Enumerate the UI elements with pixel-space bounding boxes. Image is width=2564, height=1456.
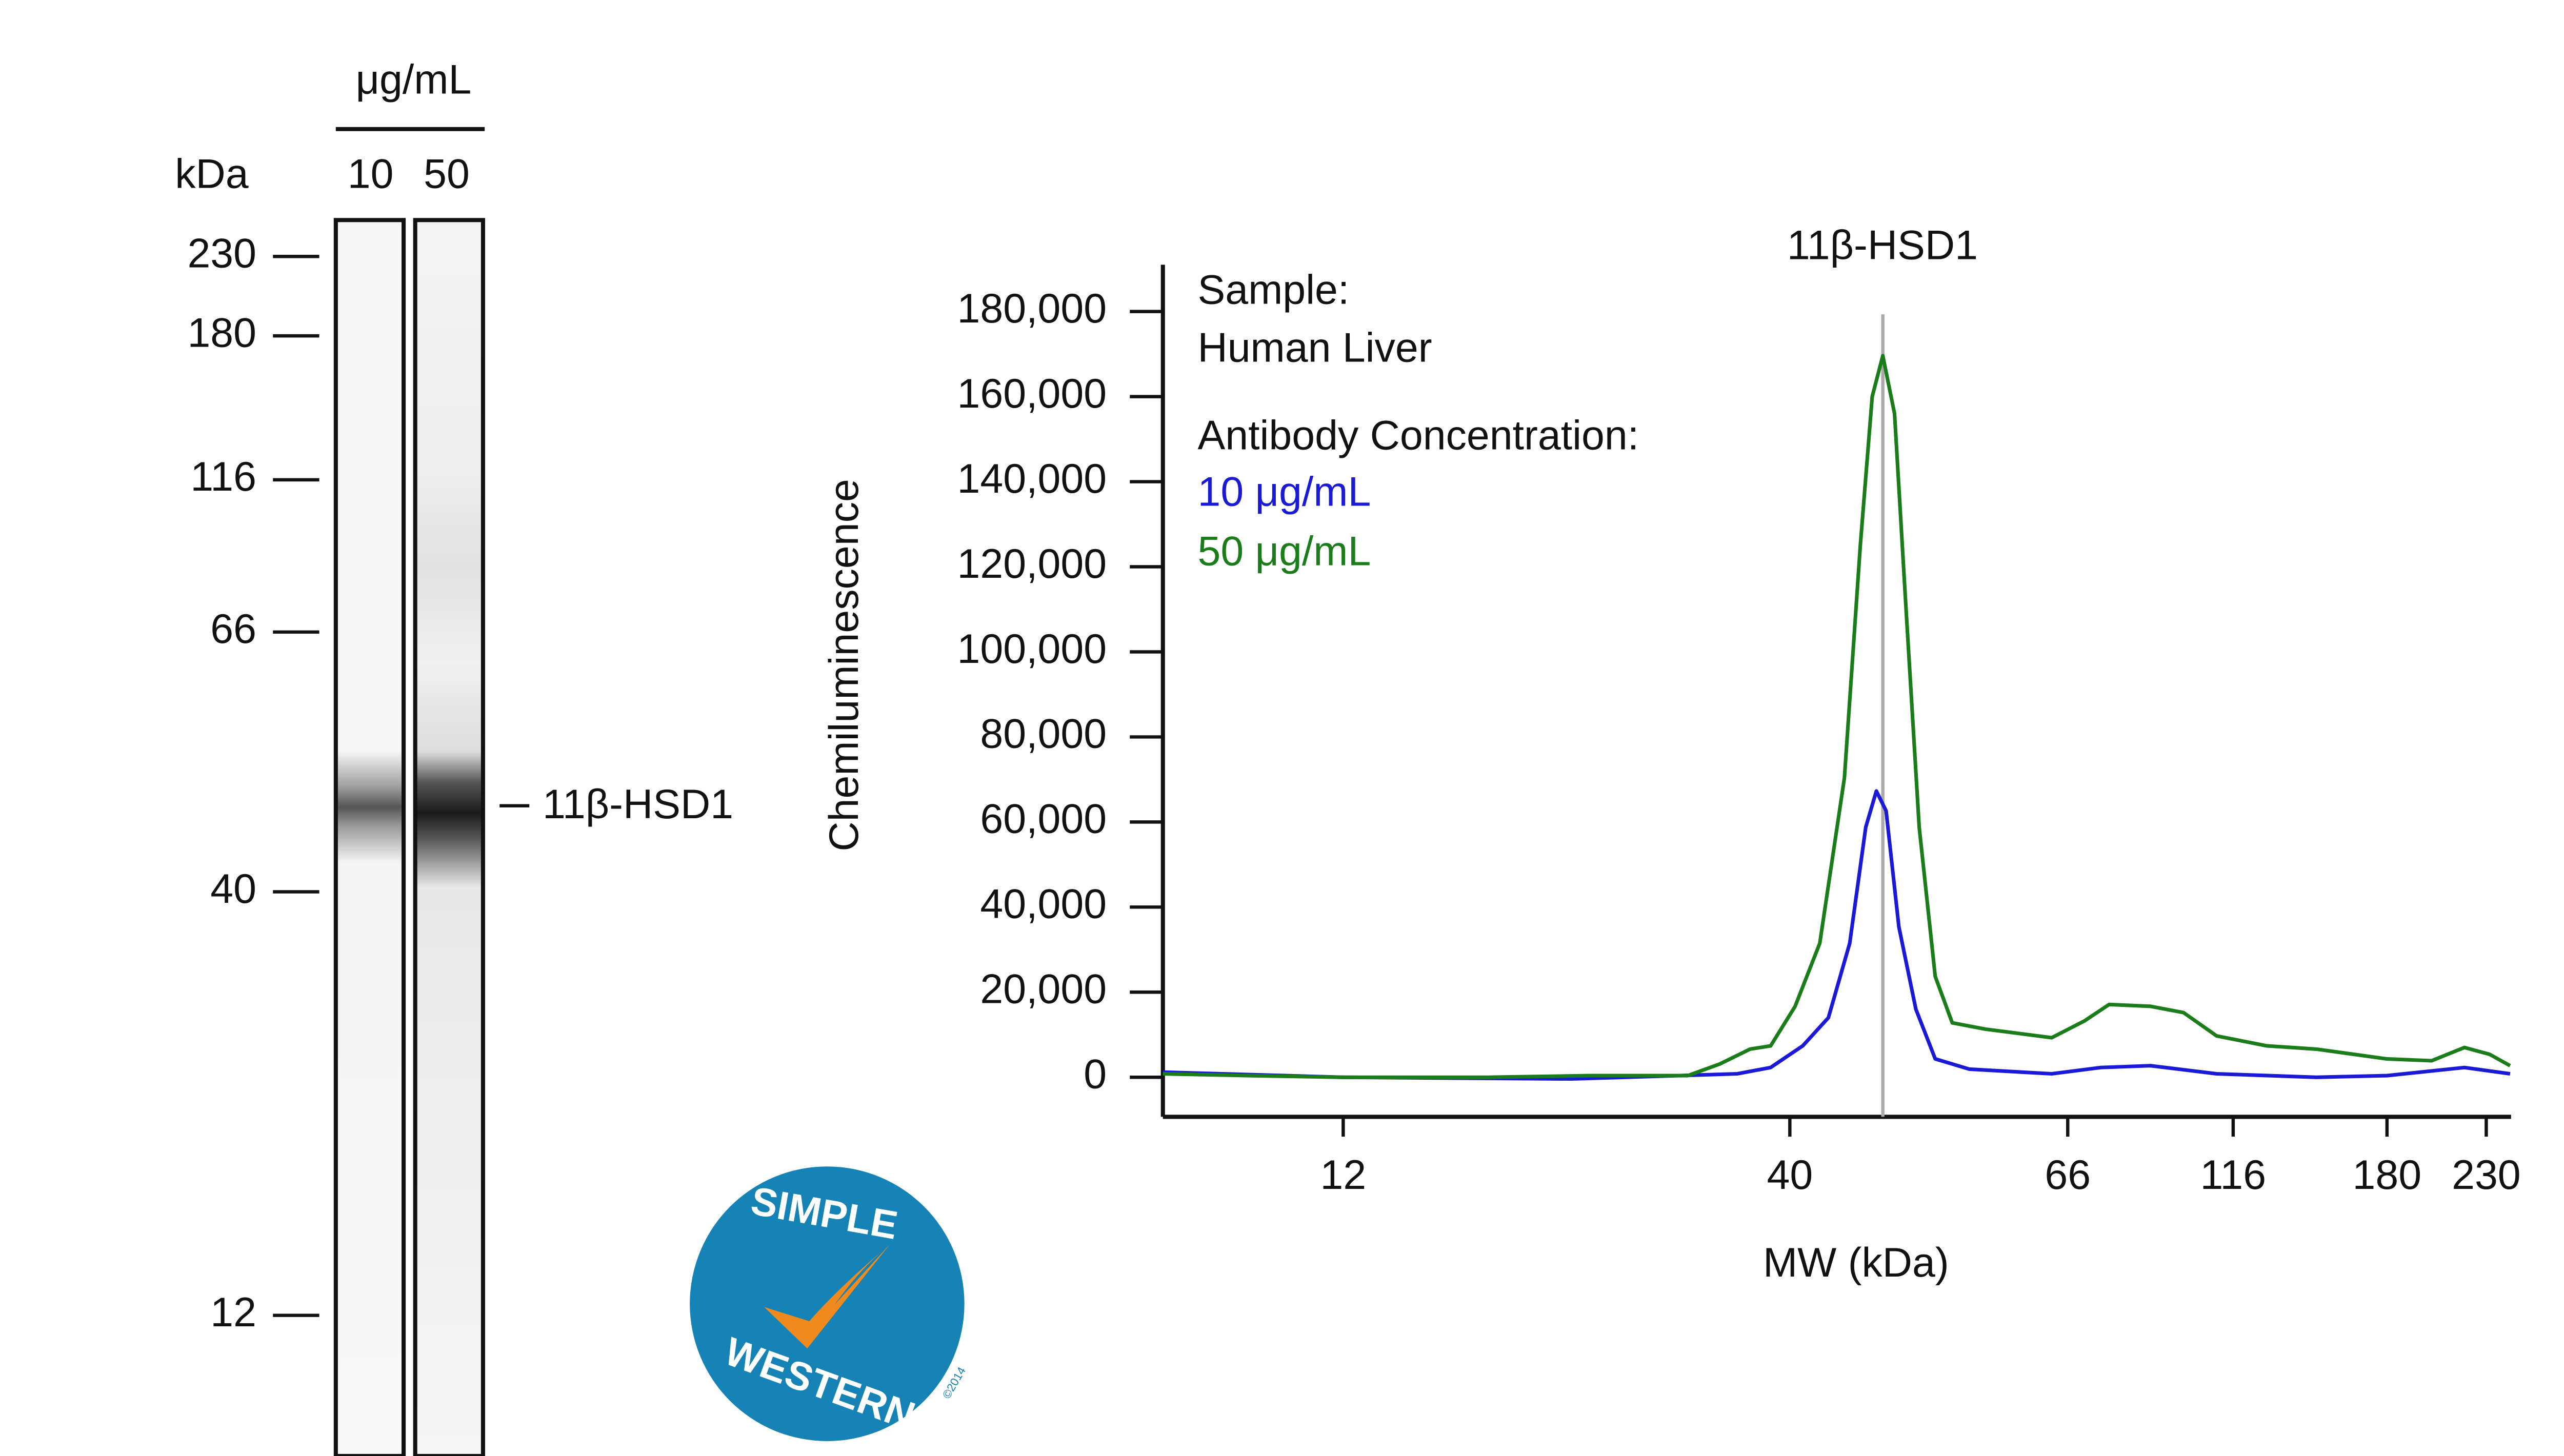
unit-label: μg/mL <box>356 57 472 103</box>
y-axis-title: Chemiluminescence <box>821 479 867 851</box>
legend-text: Human Liver <box>1197 325 1432 371</box>
legend-entry: 50 μg/mL <box>1197 528 1371 574</box>
lane <box>413 218 485 1456</box>
chart-title: 11β-HSD1 <box>1787 222 1978 268</box>
legend-title: Antibody Concentration: <box>1197 413 1639 459</box>
y-tick-label: 100,000 <box>957 626 1107 672</box>
ladder-label: 66 <box>210 606 256 652</box>
lane-label: 10 <box>348 151 394 197</box>
data-line <box>1163 789 2511 1081</box>
y-tick-label: 180,000 <box>957 286 1107 332</box>
legend-text: Sample: <box>1197 267 1349 313</box>
y-tick-label: 120,000 <box>957 541 1107 587</box>
x-axis-title: MW (kDa) <box>1763 1240 1949 1286</box>
lane <box>333 218 406 1456</box>
lane-label: 50 <box>424 151 470 197</box>
data-line <box>1163 354 2511 1079</box>
band-label: 11β-HSD1 <box>543 781 733 827</box>
x-tick-label: 116 <box>2200 1152 2267 1198</box>
y-tick-label: 140,000 <box>957 456 1107 502</box>
y-tick-label: 160,000 <box>957 371 1107 417</box>
x-tick-label: 230 <box>2452 1152 2521 1198</box>
x-tick-label: 180 <box>2353 1152 2422 1198</box>
ladder-label: 116 <box>190 454 256 500</box>
y-tick-label: 60,000 <box>980 796 1107 842</box>
x-tick-label: 12 <box>1320 1152 1367 1198</box>
y-tick-label: 80,000 <box>980 711 1107 757</box>
x-tick-label: 40 <box>1767 1152 1813 1198</box>
ladder-label: 12 <box>210 1289 256 1336</box>
ladder-label: 40 <box>210 866 256 912</box>
y-tick-label: 20,000 <box>980 966 1107 1013</box>
ladder-label: 180 <box>187 310 256 356</box>
y-tick-label: 0 <box>1084 1051 1107 1098</box>
ladder-label: 230 <box>187 231 256 277</box>
logo-check <box>764 1244 890 1349</box>
x-tick-label: 66 <box>2045 1152 2091 1198</box>
y-tick-label: 40,000 <box>980 881 1107 927</box>
legend-entry: 10 μg/mL <box>1197 469 1371 515</box>
logo: SIMPLE WESTERN ©2014 <box>690 1166 968 1441</box>
mw-label: kDa <box>175 151 249 197</box>
